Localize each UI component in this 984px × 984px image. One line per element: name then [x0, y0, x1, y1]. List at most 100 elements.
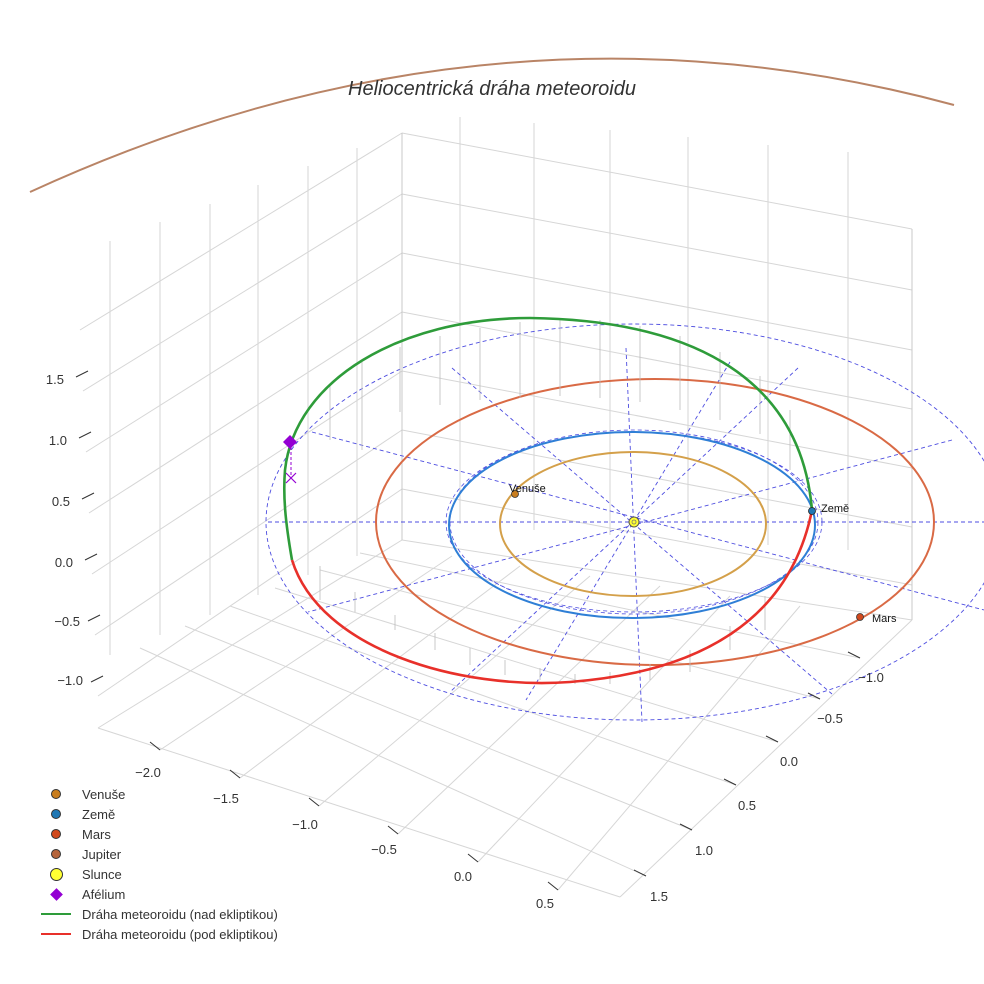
- y-tick-mark: [765, 735, 779, 743]
- line-swatch: [41, 933, 71, 935]
- y-tick-label: 1.5: [650, 889, 668, 904]
- sun-marker: [628, 516, 640, 528]
- legend-label: Země: [82, 806, 116, 822]
- mars-marker: [856, 613, 864, 621]
- grid-line: [139, 647, 647, 877]
- grid-line: [184, 625, 693, 831]
- z-tick-label: 0.5: [52, 494, 70, 509]
- grid-line: [97, 488, 403, 697]
- grid-line: [318, 575, 591, 807]
- y-tick-mark: [847, 651, 861, 659]
- z-tick-mark: [81, 492, 95, 500]
- grid-line: [94, 429, 403, 636]
- chart-title: Heliocentrická dráha meteoroidu: [348, 78, 636, 100]
- y-axis: −1.0 −0.5 0.0 0.5 1.0 1.5: [633, 651, 884, 904]
- y-tick-label: 1.0: [695, 843, 713, 858]
- grid-line: [85, 252, 403, 453]
- grid-line: [159, 555, 453, 751]
- grid-line: [401, 252, 913, 351]
- grid-line: [274, 587, 779, 743]
- y-tick-label: −1.0: [858, 670, 884, 685]
- dot-swatch: [51, 789, 61, 799]
- grid-line: [97, 727, 621, 898]
- x-tick-mark: [308, 797, 320, 807]
- x-tick-label: −1.0: [292, 817, 318, 832]
- grid-line: [88, 311, 403, 514]
- axis-grid: [79, 117, 913, 898]
- venus-orbit: [499, 451, 767, 597]
- aphelion-projection-marker: [285, 472, 297, 484]
- legend-label: Slunce: [82, 866, 122, 882]
- dot-swatch: [51, 809, 61, 819]
- x-axis: −2.0 −1.5 −1.0 −0.5 0.0 0.5: [135, 741, 559, 911]
- legend-item: Slunce: [38, 864, 278, 884]
- ecliptic-spoke: [525, 361, 731, 701]
- legend-symbol: [38, 824, 74, 844]
- x-tick-label: 0.0: [454, 869, 472, 884]
- diamond-swatch: [49, 887, 63, 901]
- aphelion-marker: [283, 435, 297, 449]
- meteoroid-orbit-above: [282, 316, 814, 561]
- legend-item: Afélium: [38, 884, 278, 904]
- x-tick-mark: [387, 825, 399, 835]
- grid-line: [79, 132, 403, 331]
- x-tick-mark: [229, 769, 241, 779]
- x-tick-mark: [547, 881, 559, 891]
- grid-line: [401, 488, 913, 586]
- grid-line: [401, 539, 913, 621]
- legend-label: Afélium: [82, 886, 126, 902]
- z-tick-label: 0.0: [55, 555, 73, 570]
- ecliptic-spoke: [449, 367, 799, 693]
- ecliptic-grid: [265, 323, 984, 723]
- bigdot-swatch: [49, 867, 63, 881]
- ecliptic-spoke: [625, 347, 643, 723]
- z-tick-mark: [90, 675, 104, 683]
- venus-marker: [511, 490, 519, 498]
- x-tick-label: 0.5: [536, 896, 554, 911]
- y-tick-mark: [633, 869, 647, 877]
- legend-symbol: [38, 904, 74, 924]
- x-tick-label: −2.0: [135, 765, 161, 780]
- grid-line: [359, 552, 861, 659]
- legend-item: Mars: [38, 824, 278, 844]
- y-tick-label: 0.0: [780, 754, 798, 769]
- legend-item: Jupiter: [38, 844, 278, 864]
- grid-line: [401, 311, 913, 410]
- grid-line: [477, 595, 731, 863]
- mars-label: Mars: [872, 613, 897, 625]
- x-tick-mark: [149, 741, 161, 751]
- legend-label: Mars: [82, 826, 111, 842]
- legend-label: Venuše: [82, 786, 126, 802]
- ecliptic-spoke: [307, 439, 953, 613]
- z-tick-mark: [78, 431, 92, 439]
- grid-line: [401, 429, 913, 528]
- z-tick-mark: [75, 370, 89, 378]
- grid-line: [401, 193, 913, 291]
- markers: [283, 435, 864, 621]
- legend-symbol: [38, 884, 74, 904]
- legend: Venuše Země Mars Jupiter Slunce Afélium Dráha …: [38, 784, 278, 944]
- venus-label: Venuše: [509, 483, 546, 495]
- legend-label: Jupiter: [82, 846, 122, 862]
- earth-orbit: [448, 431, 816, 619]
- grid-line: [97, 539, 403, 729]
- orbits: [29, 57, 955, 685]
- legend-item: Země: [38, 804, 278, 824]
- legend-symbol: [38, 924, 74, 944]
- y-tick-label: 0.5: [738, 798, 756, 813]
- meteoroid-orbit-below: [290, 509, 814, 685]
- y-tick-mark: [807, 692, 821, 700]
- grid-line: [91, 370, 403, 575]
- legend-symbol: [38, 864, 74, 884]
- dot-swatch: [51, 829, 61, 839]
- legend-label: Dráha meteoroidu (pod ekliptikou): [82, 926, 278, 942]
- legend-symbol: [38, 784, 74, 804]
- grid-line: [401, 132, 913, 230]
- grid-line: [401, 370, 913, 469]
- line-swatch: [41, 913, 71, 915]
- x-tick-mark: [467, 853, 479, 863]
- z-axis: 1.5 1.0 0.5 0.0 −0.5 −1.0: [46, 370, 104, 688]
- grid-line: [239, 565, 521, 779]
- x-tick-label: −1.5: [213, 791, 239, 806]
- z-tick-label: −1.0: [57, 673, 83, 688]
